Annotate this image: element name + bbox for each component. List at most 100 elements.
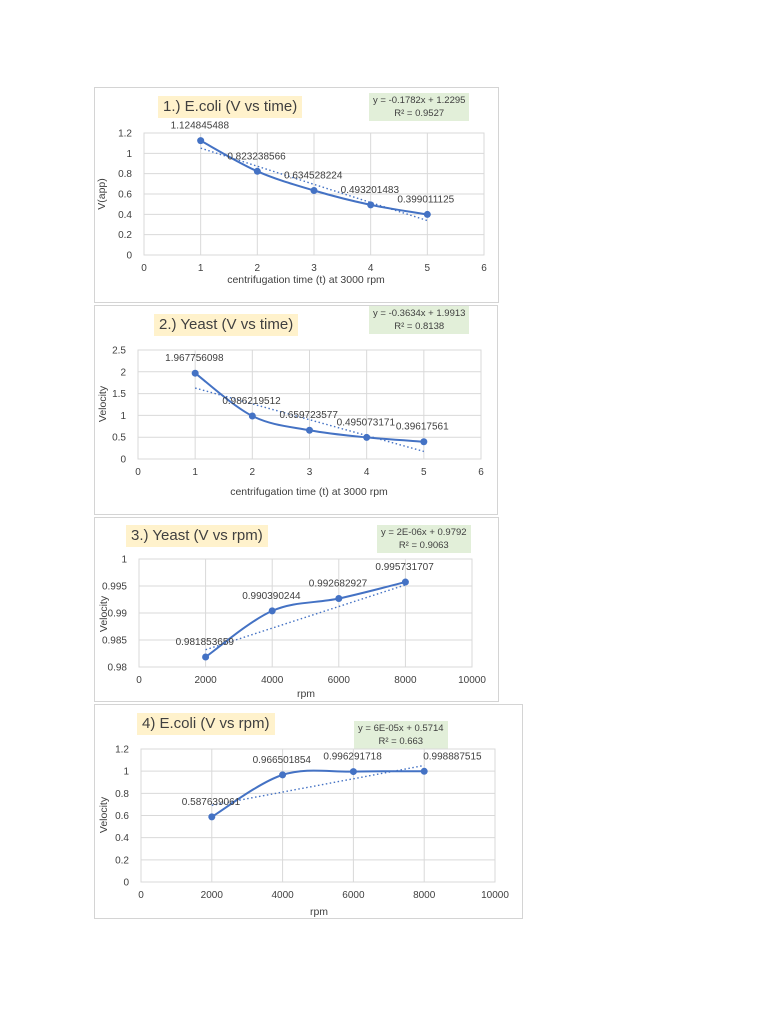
- y-tick-label: 0: [123, 878, 129, 889]
- data-point: [335, 595, 343, 603]
- y-tick-label: 0.2: [118, 230, 132, 241]
- chart-ecoli-rpm: 4) E.coli (V vs rpm) y = 6E-05x + 0.5714…: [94, 704, 523, 919]
- data-point: [401, 578, 409, 586]
- x-tick-label: 2: [255, 263, 261, 274]
- trendline-equation: y = 2E-06x + 0.9792: [381, 527, 467, 538]
- data-label: 0.990390244: [242, 591, 301, 602]
- y-axis-title: V(app): [96, 178, 108, 210]
- y-tick-label: 0: [120, 455, 126, 466]
- trendline-equation: y = -0.1782x + 1.2295: [373, 95, 466, 106]
- data-point: [306, 426, 313, 434]
- data-label: 1.967756098: [165, 353, 224, 364]
- x-tick-label: 10000: [481, 890, 509, 901]
- x-tick-label: 0: [135, 467, 141, 478]
- data-label: 0.996291718: [323, 752, 382, 763]
- data-label: 0.634528224: [284, 170, 343, 181]
- y-tick-label: 1.5: [112, 389, 126, 400]
- x-tick-label: 10000: [458, 675, 486, 686]
- x-axis-title: centrifugation time (t) at 3000 rpm: [227, 274, 385, 286]
- chart-title: 2.) Yeast (V vs time): [154, 314, 299, 336]
- data-label: 0.39617561: [396, 422, 449, 433]
- chart-plot: 0 0.5 1 1.5 2 2.5 0 1 2 3 4 5 6 centrifugation time (…: [97, 346, 484, 499]
- x-tick-label: 3: [307, 467, 313, 478]
- y-axis-title: Velocity: [98, 595, 110, 632]
- trendline-equation-box: y = 6E-05x + 0.5714 R² = 0.663: [354, 721, 448, 749]
- series-line: [205, 581, 406, 658]
- chart-title: 3.) Yeast (V vs rpm): [126, 525, 268, 547]
- trendline-equation-box: y = -0.1782x + 1.2295 R² = 0.9527: [369, 93, 470, 121]
- y-tick-label: 1: [120, 411, 126, 422]
- x-tick-label: 4000: [271, 890, 294, 901]
- data-point: [349, 768, 357, 776]
- chart-plot: 0.98 0.985 0.99 0.995 1 0 2000 4000 6000 8000 1000…: [98, 555, 486, 701]
- y-tick-label: 0.985: [102, 636, 127, 647]
- trendline-r-squared: R² = 0.9527: [394, 108, 445, 119]
- data-point: [197, 137, 205, 145]
- y-axis-title: Velocity: [98, 796, 110, 833]
- y-tick-label: 0.995: [102, 582, 127, 593]
- x-tick-label: 0: [141, 263, 147, 274]
- trendline-r-squared: R² = 0.9063: [398, 540, 449, 551]
- trendline-r-squared: R² = 0.8138: [394, 321, 445, 332]
- x-tick-label: 6: [478, 467, 484, 478]
- data-point: [423, 210, 431, 218]
- y-tick-label: 0.5: [112, 433, 126, 444]
- data-point: [310, 186, 318, 194]
- x-tick-label: 3: [311, 263, 317, 274]
- x-tick-label: 1: [198, 263, 204, 274]
- y-tick-label: 0.4: [115, 833, 129, 844]
- data-point: [420, 438, 428, 446]
- x-tick-label: 4: [364, 467, 370, 478]
- data-point: [208, 813, 216, 821]
- x-tick-label: 4000: [261, 675, 284, 686]
- data-label: 0.998887515: [423, 751, 482, 762]
- chart-title: 4) E.coli (V vs rpm): [137, 713, 275, 735]
- data-point: [202, 653, 210, 661]
- y-tick-label: 1: [123, 767, 129, 778]
- y-tick-label: 0.8: [115, 789, 129, 800]
- x-tick-label: 5: [425, 263, 431, 274]
- y-tick-label: 2: [120, 367, 126, 378]
- data-label: 0.995731707: [375, 562, 434, 573]
- x-tick-label: 2000: [194, 675, 217, 686]
- y-tick-label: 0.4: [118, 210, 132, 221]
- data-point: [363, 433, 371, 441]
- data-point: [420, 767, 428, 775]
- x-tick-label: 0: [136, 675, 142, 686]
- data-label: 1.124845488: [171, 121, 230, 132]
- x-tick-label: 1: [192, 467, 198, 478]
- trendline-r-squared: R² = 0.663: [378, 736, 424, 747]
- y-tick-label: 0.2: [115, 855, 129, 866]
- chart-plot: 0 0.2 0.4 0.6 0.8 1 1.2 0 1 2 3 4 5 6 centrifugation t…: [96, 121, 487, 286]
- x-axis-title: centrifugation time (t) at 3000 rpm: [230, 486, 388, 498]
- y-tick-label: 1: [121, 555, 127, 566]
- x-tick-label: 6000: [342, 890, 365, 901]
- data-label: 0.992682927: [309, 579, 368, 590]
- y-tick-label: 0.6: [118, 190, 132, 201]
- chart-title: 1.) E.coli (V vs time): [158, 96, 303, 118]
- data-point: [248, 412, 256, 420]
- chart-ecoli-time: 1.) E.coli (V vs time) y = -0.1782x + 1.…: [94, 87, 499, 303]
- x-tick-label: 4: [368, 263, 374, 274]
- y-axis-title: Velocity: [97, 385, 109, 422]
- x-axis-title: rpm: [297, 688, 315, 700]
- series-line: [211, 769, 425, 818]
- y-tick-label: 0.6: [115, 811, 129, 822]
- data-label: 0.399011125: [397, 194, 454, 205]
- trendline-equation-box: y = -0.3634x + 1.9913 R² = 0.8138: [369, 306, 470, 334]
- chart-yeast-time: 2.) Yeast (V vs time) y = -0.3634x + 1.9…: [94, 305, 498, 515]
- data-point: [367, 201, 375, 209]
- y-tick-label: 0.98: [108, 663, 128, 674]
- chart-yeast-rpm: 3.) Yeast (V vs rpm) y = 2E-06x + 0.9792…: [94, 517, 499, 702]
- trendline-equation-box: y = 2E-06x + 0.9792 R² = 0.9063: [377, 525, 471, 553]
- x-tick-label: 2: [250, 467, 256, 478]
- data-label: 0.493201483: [341, 185, 400, 196]
- y-tick-label: 0.8: [118, 169, 132, 180]
- y-tick-label: 1: [126, 149, 132, 160]
- data-point: [191, 369, 199, 377]
- data-label: 0.587639061: [182, 797, 241, 808]
- x-tick-label: 8000: [413, 890, 436, 901]
- trendline-equation: y = 6E-05x + 0.5714: [358, 723, 444, 734]
- chart-plot: 0 0.2 0.4 0.6 0.8 1 1.2 0 2000 4000 6000 8000 10000 r…: [98, 745, 509, 919]
- x-tick-label: 2000: [201, 890, 224, 901]
